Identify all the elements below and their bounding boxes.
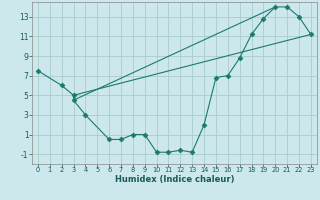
- X-axis label: Humidex (Indice chaleur): Humidex (Indice chaleur): [115, 175, 234, 184]
